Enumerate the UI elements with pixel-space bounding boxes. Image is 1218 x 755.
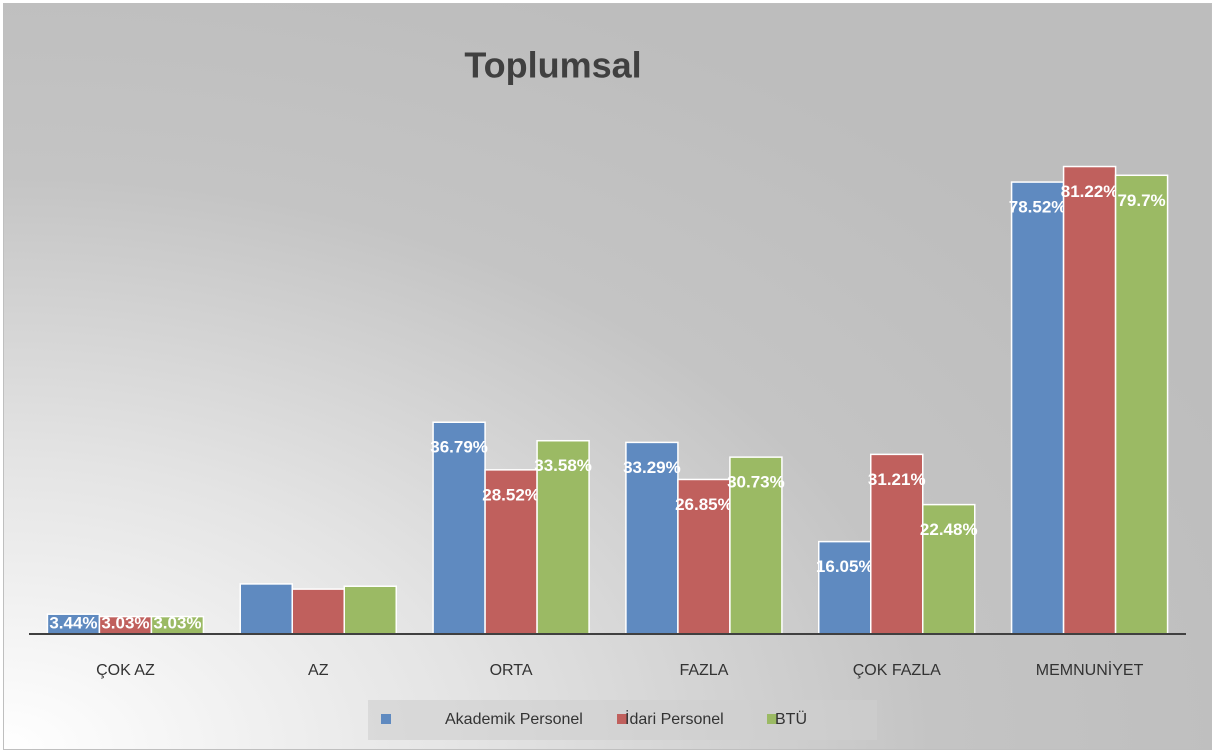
bar [1114, 174, 1169, 635]
legend-swatch [617, 714, 627, 724]
x-tick-label: FAZLA [679, 662, 728, 679]
bar [729, 456, 783, 635]
x-tick-label: ÇOK FAZLA [853, 662, 941, 679]
bar [343, 585, 397, 635]
bar [432, 421, 486, 635]
x-tick-label: ÇOK AZ [96, 662, 155, 679]
data-label: 3.44% [49, 613, 97, 632]
data-label: 22.48% [920, 520, 978, 539]
bar [1062, 165, 1117, 635]
data-label: 81.22% [1061, 182, 1119, 201]
data-label: 33.58% [534, 456, 592, 475]
bar [536, 439, 590, 635]
chart-title: Toplumsal [464, 45, 641, 86]
data-label: 78.52% [1009, 198, 1067, 217]
bar [291, 588, 345, 635]
data-label: 3.03% [153, 613, 201, 632]
data-label: 26.85% [675, 495, 733, 514]
data-label: 28.52% [482, 485, 540, 504]
bar [239, 583, 293, 635]
bar [1010, 181, 1065, 635]
bar [922, 503, 976, 635]
x-tick-label: AZ [308, 662, 329, 679]
data-label: 31.21% [868, 470, 926, 489]
bar [818, 540, 872, 635]
legend-label: Akademik Personel [445, 711, 583, 728]
chart-area [3, 3, 1212, 750]
legend-label: BTÜ [775, 710, 807, 728]
data-label: 79.7% [1117, 191, 1165, 210]
x-tick-label: ORTA [490, 662, 533, 679]
x-tick-label: MEMNUNİYET [1036, 660, 1144, 679]
data-label: 30.73% [727, 473, 785, 492]
legend-label: İdari Personel [625, 709, 724, 728]
data-label: 16.05% [816, 557, 874, 576]
legend-swatch [767, 714, 777, 724]
data-label: 36.79% [430, 438, 488, 457]
legend-swatch [381, 714, 391, 724]
data-label: 33.29% [623, 458, 681, 477]
data-label: 3.03% [101, 613, 149, 632]
bar [484, 469, 538, 635]
